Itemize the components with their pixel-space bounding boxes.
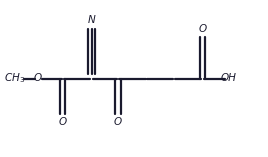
Text: CH$_3$: CH$_3$ [3,72,25,85]
Text: O: O [198,24,206,34]
Text: O: O [114,117,122,127]
Text: O: O [34,73,42,84]
Text: N: N [88,15,96,25]
Text: OH: OH [221,73,236,84]
Text: O: O [59,117,67,127]
